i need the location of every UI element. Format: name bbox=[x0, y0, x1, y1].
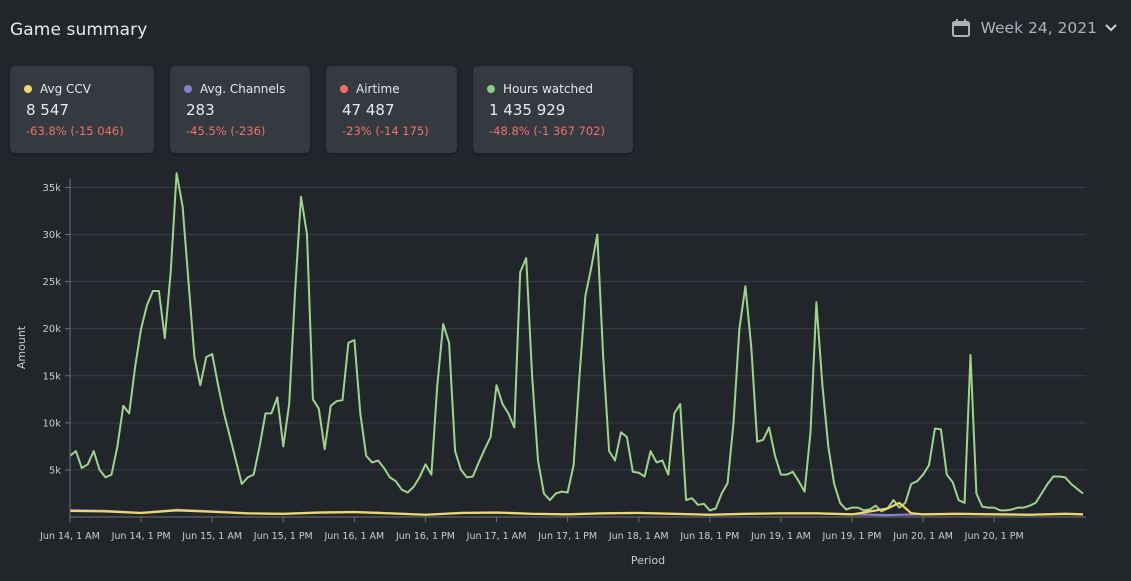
legend-dot bbox=[487, 85, 495, 93]
y-tick-label: 10k bbox=[42, 418, 61, 429]
card-delta: -23% (-14 175) bbox=[342, 124, 429, 138]
stat-card-hours-watched: Hours watched 1 435 929 -48.8% (-1 367 7… bbox=[473, 66, 633, 153]
stat-card-airtime: Airtime 47 487 -23% (-14 175) bbox=[326, 66, 457, 153]
series-lines bbox=[69, 172, 1084, 517]
card-value: 47 487 bbox=[342, 101, 395, 119]
card-delta: -45.5% (-236) bbox=[186, 124, 266, 138]
card-value: 8 547 bbox=[26, 101, 69, 119]
x-tick-label: Jun 17, 1 AM bbox=[466, 531, 527, 542]
legend-dot bbox=[184, 85, 192, 93]
x-tick-label: Jun 17, 1 PM bbox=[537, 531, 597, 542]
x-tick-label: Jun 14, 1 AM bbox=[39, 531, 100, 542]
card-value: 283 bbox=[186, 101, 215, 119]
x-tick-label: Jun 18, 1 AM bbox=[608, 531, 669, 542]
y-axis-label: Amount bbox=[15, 325, 28, 369]
y-axis-ticks: 5k 10k 15k 20k 25k 30k 35k bbox=[42, 183, 70, 476]
y-tick-label: 20k bbox=[42, 324, 61, 335]
x-tick-label: Jun 20, 1 AM bbox=[892, 531, 953, 542]
x-tick-label: Jun 16, 1 PM bbox=[395, 531, 455, 542]
week-picker[interactable]: Week 24, 2021 bbox=[951, 18, 1117, 38]
x-tick-label: Jun 15, 1 PM bbox=[253, 531, 313, 542]
card-delta: -48.8% (-1 367 702) bbox=[489, 124, 605, 138]
card-label: Airtime bbox=[356, 82, 400, 96]
series-line-0 bbox=[69, 172, 1084, 513]
card-label: Avg. Channels bbox=[200, 82, 286, 96]
y-tick-label: 30k bbox=[42, 230, 61, 241]
series-line-2 bbox=[69, 501, 1084, 516]
page-title: Game summary bbox=[10, 20, 148, 40]
card-label: Avg CCV bbox=[40, 82, 92, 96]
calendar-icon bbox=[951, 19, 970, 37]
x-tick-label: Jun 19, 1 AM bbox=[750, 531, 811, 542]
x-tick-label: Jun 19, 1 PM bbox=[822, 531, 882, 542]
card-delta: -63.8% (-15 046) bbox=[26, 124, 124, 138]
x-tick-label: Jun 16, 1 AM bbox=[323, 531, 384, 542]
legend-dot bbox=[24, 85, 32, 93]
y-tick-label: 35k bbox=[42, 183, 61, 194]
chevron-down-icon bbox=[1105, 24, 1117, 32]
x-tick-label: Jun 14, 1 PM bbox=[111, 531, 171, 542]
y-tick-label: 15k bbox=[42, 371, 61, 382]
x-tick-label: Jun 15, 1 AM bbox=[181, 531, 242, 542]
week-label: Week 24, 2021 bbox=[980, 19, 1097, 37]
y-tick-label: 5k bbox=[49, 465, 61, 476]
card-label: Hours watched bbox=[503, 82, 594, 96]
stat-card-avg-channels: Avg. Channels 283 -45.5% (-236) bbox=[170, 66, 310, 153]
legend-dot bbox=[340, 85, 348, 93]
stat-card-avg-ccv: Avg CCV 8 547 -63.8% (-15 046) bbox=[10, 66, 154, 153]
x-axis-label: Period bbox=[631, 554, 665, 567]
x-tick-label: Jun 20, 1 PM bbox=[964, 531, 1024, 542]
x-axis-ticks: Jun 14, 1 AM Jun 14, 1 PM Jun 15, 1 AM Jun … bbox=[39, 517, 1024, 542]
x-tick-label: Jun 18, 1 PM bbox=[679, 531, 739, 542]
card-value: 1 435 929 bbox=[489, 101, 566, 119]
grid-lines bbox=[70, 186, 1086, 471]
y-tick-label: 25k bbox=[42, 277, 61, 288]
